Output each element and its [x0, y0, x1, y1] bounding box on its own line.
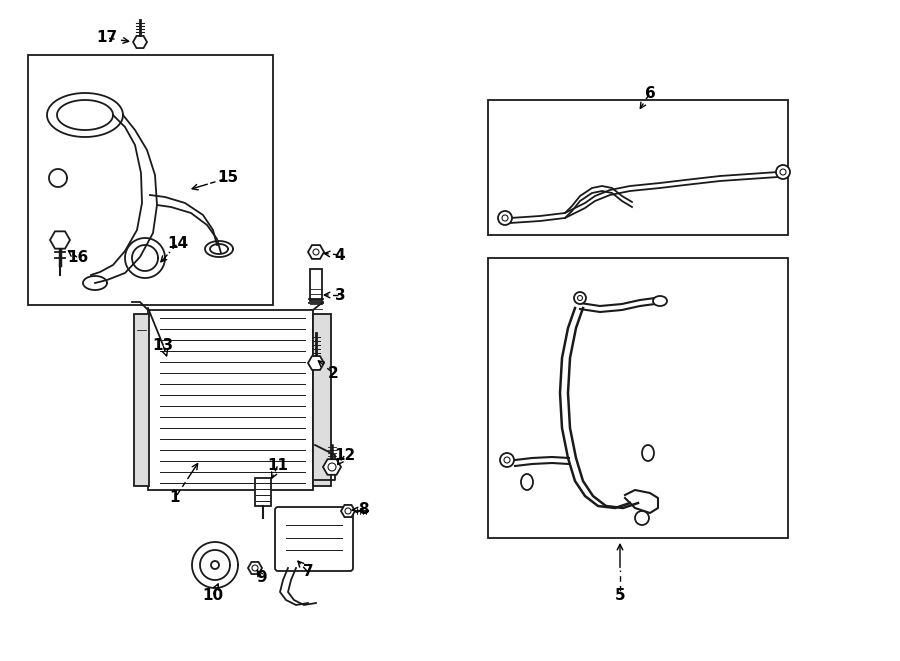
Text: 5: 5: [615, 588, 626, 602]
Text: 8: 8: [357, 502, 368, 518]
Bar: [310, 269, 322, 301]
Circle shape: [502, 215, 508, 221]
Text: 13: 13: [152, 338, 174, 352]
Text: 6: 6: [644, 85, 655, 100]
Circle shape: [578, 295, 582, 301]
Circle shape: [211, 561, 219, 569]
FancyBboxPatch shape: [275, 507, 353, 571]
Text: 9: 9: [256, 570, 267, 586]
Text: 10: 10: [202, 588, 223, 602]
Bar: [255, 478, 271, 506]
Circle shape: [780, 169, 786, 175]
Circle shape: [498, 211, 512, 225]
Circle shape: [574, 292, 586, 304]
Text: 3: 3: [335, 288, 346, 303]
Ellipse shape: [521, 474, 533, 490]
Text: 14: 14: [167, 235, 189, 251]
Circle shape: [504, 457, 510, 463]
Text: 7: 7: [302, 564, 313, 580]
Bar: [488, 258, 788, 538]
Circle shape: [345, 508, 351, 514]
Circle shape: [776, 165, 790, 179]
Circle shape: [252, 565, 258, 571]
Text: 1: 1: [170, 490, 180, 506]
Circle shape: [328, 463, 336, 471]
Text: 12: 12: [335, 447, 356, 463]
Text: 2: 2: [328, 366, 338, 381]
Bar: [134, 314, 149, 486]
Text: 4: 4: [335, 247, 346, 262]
Bar: [28, 55, 273, 305]
Text: 11: 11: [267, 457, 289, 473]
Bar: [488, 100, 788, 235]
Ellipse shape: [653, 296, 667, 306]
Circle shape: [500, 453, 514, 467]
Text: 15: 15: [218, 171, 238, 186]
Ellipse shape: [642, 445, 654, 461]
Text: 17: 17: [96, 30, 118, 46]
Circle shape: [635, 511, 649, 525]
Bar: [313, 314, 331, 486]
Bar: [148, 310, 313, 490]
Text: 16: 16: [68, 251, 88, 266]
Circle shape: [313, 249, 319, 255]
